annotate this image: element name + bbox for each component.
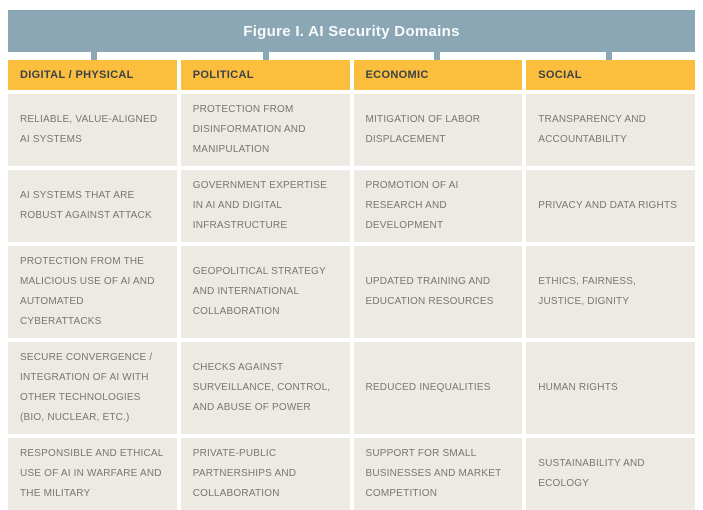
table-cell: PRIVATE-PUBLIC PARTNERSHIPS AND COLLABOR…	[180, 438, 350, 510]
table-cell: PROTECTION FROM DISINFORMATION AND MANIP…	[180, 94, 350, 166]
table-row: RESPONSIBLE AND ETHICAL USE OF AI IN WAR…	[8, 438, 695, 510]
column-header-digital-physical: DIGITAL / PHYSICAL	[8, 60, 177, 90]
table-cell: ETHICS, FAIRNESS, JUSTICE, DIGNITY	[526, 246, 695, 338]
connector-row	[8, 52, 695, 60]
table-cell: CHECKS AGAINST SURVEILLANCE, CONTROL, AN…	[180, 342, 350, 434]
column-header-political: POLITICAL	[180, 60, 350, 90]
table-row: SECURE CONVERGENCE / INTEGRATION OF AI W…	[8, 342, 695, 434]
table-cell: UPDATED TRAINING AND EDUCATION RESOURCES	[353, 246, 523, 338]
table-cell: SECURE CONVERGENCE / INTEGRATION OF AI W…	[8, 342, 177, 434]
table-cell: PROTECTION FROM THE MALICIOUS USE OF AI …	[8, 246, 177, 338]
table-cell: REDUCED INEQUALITIES	[353, 342, 523, 434]
figure-title: Figure I. AI Security Domains	[243, 22, 460, 40]
table-cell: RELIABLE, VALUE-ALIGNED AI SYSTEMS	[8, 94, 177, 166]
table-cell: SUSTAINABILITY AND ECOLOGY	[526, 438, 695, 510]
table-row: PROTECTION FROM THE MALICIOUS USE OF AI …	[8, 246, 695, 338]
connector-stem	[434, 52, 441, 60]
column-header-row: DIGITAL / PHYSICAL POLITICAL ECONOMIC SOCIA…	[8, 60, 695, 90]
figure-ai-security-domains: Figure I. AI Security Domains DIGITAL / …	[8, 10, 695, 510]
table-cell: GOVERNMENT EXPERTISE IN AI AND DIGITAL I…	[180, 170, 350, 242]
figure-title-bar: Figure I. AI Security Domains	[8, 10, 695, 52]
column-header-social: SOCIAL	[526, 60, 695, 90]
table-cell: RESPONSIBLE AND ETHICAL USE OF AI IN WAR…	[8, 438, 177, 510]
connector-stem	[606, 52, 613, 60]
table-cell: GEOPOLITICAL STRATEGY AND INTERNATIONAL …	[180, 246, 350, 338]
column-header-economic: ECONOMIC	[353, 60, 523, 90]
table-cell: SUPPORT FOR SMALL BUSINESSES AND MARKET …	[353, 438, 523, 510]
table-body: RELIABLE, VALUE-ALIGNED AI SYSTEMS PROTEC…	[8, 94, 695, 510]
table-row: AI SYSTEMS THAT ARE ROBUST AGAINST ATTAC…	[8, 170, 695, 242]
table-cell: AI SYSTEMS THAT ARE ROBUST AGAINST ATTAC…	[8, 170, 177, 242]
table-cell: PRIVACY AND DATA RIGHTS	[526, 170, 695, 242]
connector-stem	[262, 52, 269, 60]
table-cell: PROMOTION OF AI RESEARCH AND DEVELOPMENT	[353, 170, 523, 242]
connector-stem	[90, 52, 97, 60]
table-row: RELIABLE, VALUE-ALIGNED AI SYSTEMS PROTEC…	[8, 94, 695, 166]
table-cell: HUMAN RIGHTS	[526, 342, 695, 434]
table-cell: MITIGATION OF LABOR DISPLACEMENT	[353, 94, 523, 166]
table-cell: TRANSPARENCY AND ACCOUNTABILITY	[526, 94, 695, 166]
